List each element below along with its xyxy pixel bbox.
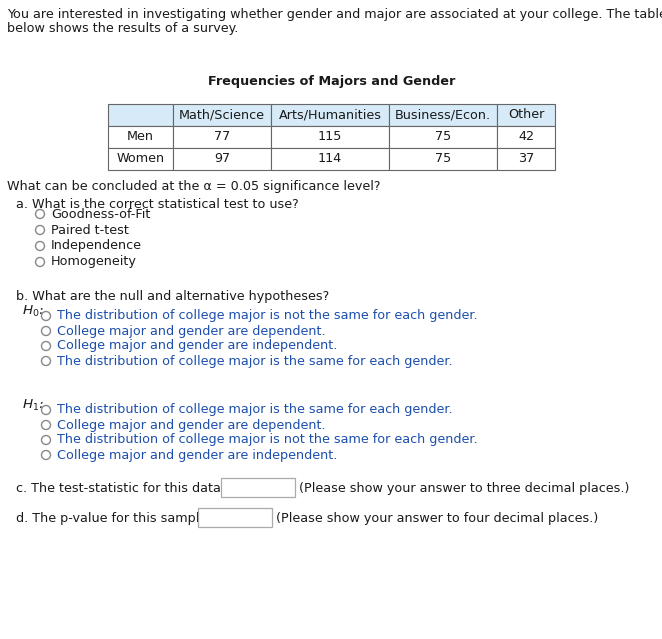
- Text: (Please show your answer to three decimal places.): (Please show your answer to three decima…: [299, 482, 630, 495]
- FancyBboxPatch shape: [389, 126, 497, 148]
- Text: 77: 77: [214, 130, 230, 144]
- Text: d. The p-value for this sample =: d. The p-value for this sample =: [16, 512, 222, 525]
- Text: $H_0$:: $H_0$:: [22, 304, 44, 319]
- Text: What can be concluded at the α = 0.05 significance level?: What can be concluded at the α = 0.05 si…: [7, 180, 381, 193]
- FancyBboxPatch shape: [389, 104, 497, 126]
- Text: Frequencies of Majors and Gender: Frequencies of Majors and Gender: [208, 75, 455, 88]
- FancyBboxPatch shape: [271, 104, 389, 126]
- Text: below shows the results of a survey.: below shows the results of a survey.: [7, 22, 238, 35]
- FancyBboxPatch shape: [108, 148, 173, 170]
- Text: Men: Men: [127, 130, 154, 144]
- Text: College major and gender are dependent.: College major and gender are dependent.: [57, 419, 326, 431]
- Text: c. The test-statistic for this data =: c. The test-statistic for this data =: [16, 482, 236, 495]
- Text: The distribution of college major is the same for each gender.: The distribution of college major is the…: [57, 355, 453, 367]
- FancyBboxPatch shape: [497, 104, 555, 126]
- Text: 114: 114: [318, 153, 342, 166]
- Text: Arts/Humanities: Arts/Humanities: [279, 109, 381, 121]
- Text: 97: 97: [214, 153, 230, 166]
- Text: Business/Econ.: Business/Econ.: [395, 109, 491, 121]
- Text: Math/Science: Math/Science: [179, 109, 265, 121]
- Text: The distribution of college major is not the same for each gender.: The distribution of college major is not…: [57, 433, 477, 447]
- FancyBboxPatch shape: [221, 478, 295, 497]
- Text: 75: 75: [435, 153, 451, 166]
- FancyBboxPatch shape: [173, 126, 271, 148]
- Text: 42: 42: [518, 130, 534, 144]
- FancyBboxPatch shape: [497, 126, 555, 148]
- Text: Paired t-test: Paired t-test: [51, 224, 129, 236]
- FancyBboxPatch shape: [389, 148, 497, 170]
- Text: The distribution of college major is the same for each gender.: The distribution of college major is the…: [57, 403, 453, 417]
- Text: Independence: Independence: [51, 240, 142, 252]
- FancyBboxPatch shape: [108, 126, 173, 148]
- Text: 37: 37: [518, 153, 534, 166]
- Text: 75: 75: [435, 130, 451, 144]
- Text: a. What is the correct statistical test to use?: a. What is the correct statistical test …: [16, 198, 299, 211]
- FancyBboxPatch shape: [173, 104, 271, 126]
- Text: The distribution of college major is not the same for each gender.: The distribution of college major is not…: [57, 309, 477, 323]
- Text: Homogeneity: Homogeneity: [51, 256, 137, 268]
- FancyBboxPatch shape: [497, 148, 555, 170]
- FancyBboxPatch shape: [108, 104, 173, 126]
- Text: College major and gender are independent.: College major and gender are independent…: [57, 449, 338, 461]
- Text: You are interested in investigating whether gender and major are associated at y: You are interested in investigating whet…: [7, 8, 662, 21]
- Text: $H_1$:: $H_1$:: [22, 398, 44, 413]
- Text: College major and gender are dependent.: College major and gender are dependent.: [57, 325, 326, 337]
- FancyBboxPatch shape: [271, 126, 389, 148]
- Text: Goodness-of-Fit: Goodness-of-Fit: [51, 208, 150, 220]
- Text: College major and gender are independent.: College major and gender are independent…: [57, 339, 338, 353]
- Text: (Please show your answer to four decimal places.): (Please show your answer to four decimal…: [276, 512, 598, 525]
- FancyBboxPatch shape: [198, 508, 272, 527]
- FancyBboxPatch shape: [173, 148, 271, 170]
- Text: Other: Other: [508, 109, 544, 121]
- Text: Women: Women: [117, 153, 165, 166]
- Text: 115: 115: [318, 130, 342, 144]
- FancyBboxPatch shape: [271, 148, 389, 170]
- Text: b. What are the null and alternative hypotheses?: b. What are the null and alternative hyp…: [16, 290, 329, 303]
